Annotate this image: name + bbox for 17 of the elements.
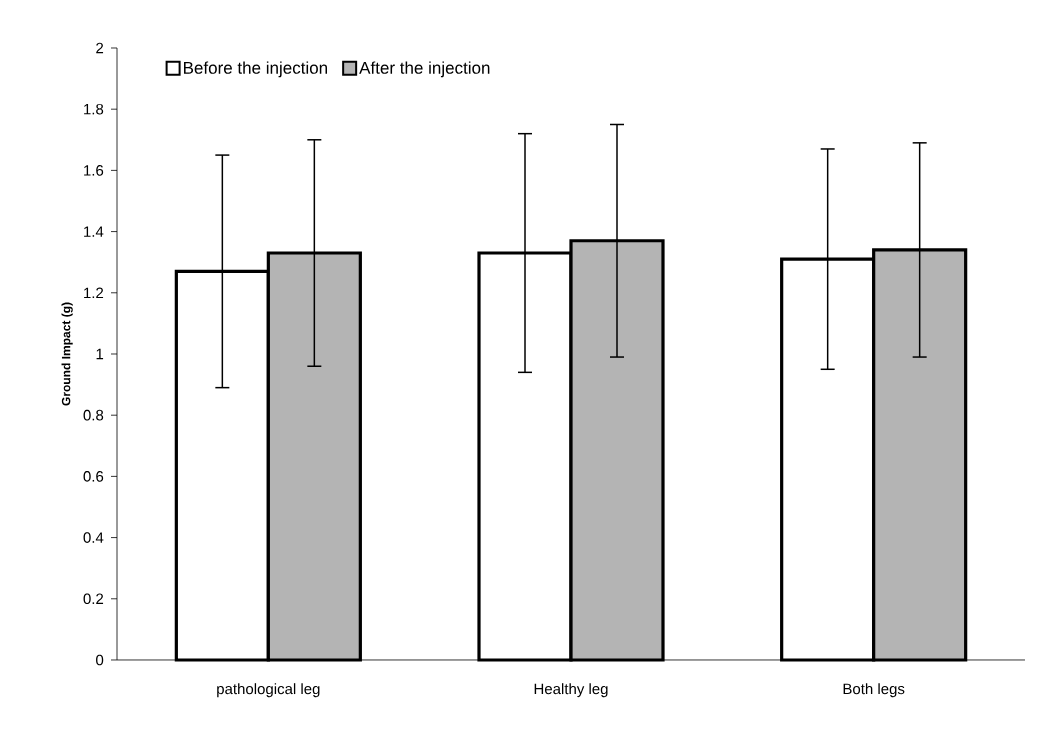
y-tick-label: 0.8 — [83, 409, 104, 421]
y-tick-label: 0 — [96, 654, 104, 666]
legend-label: After the injection — [359, 61, 490, 78]
y-tick-label: 1.8 — [84, 103, 104, 115]
y-tick-label: 0.4 — [83, 532, 104, 543]
x-tick-label: Both legs — [843, 683, 905, 698]
y-tick-label: 1.6 — [84, 165, 104, 176]
y-axis-title: Ground Impact (g) — [61, 302, 73, 406]
x-tick-label: pathological leg — [217, 683, 320, 698]
y-tick-label: 1 — [96, 348, 104, 360]
x-tick-label: Healthy leg — [534, 683, 608, 698]
y-tick-label: 0.6 — [83, 471, 104, 482]
y-tick-label: 0.2 — [83, 593, 104, 605]
y-tick-label: 1.4 — [84, 226, 104, 237]
y-tick-label: 2 — [96, 42, 104, 54]
y-tick-label: 1.2 — [84, 287, 104, 299]
legend-label: Before the injection — [184, 61, 327, 78]
